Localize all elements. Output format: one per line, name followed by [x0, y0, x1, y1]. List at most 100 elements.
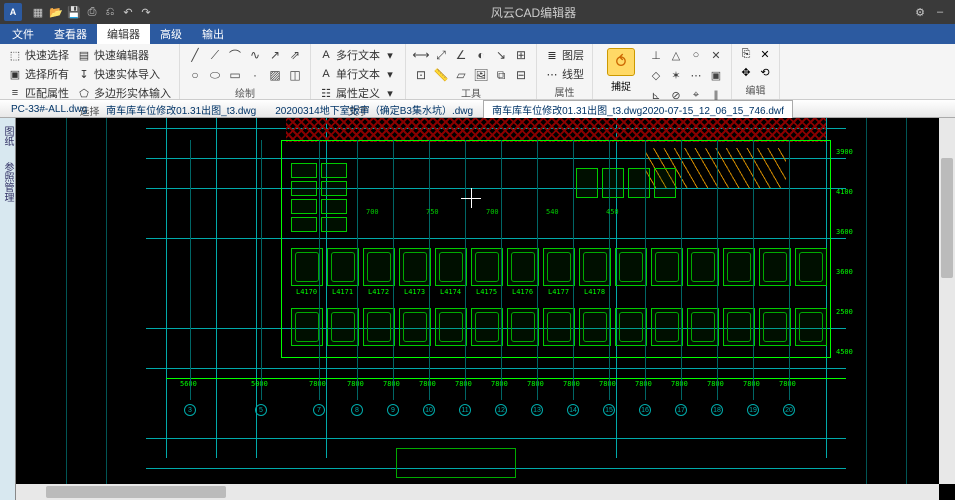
menu-output[interactable]: 输出: [192, 24, 234, 44]
menu-advanced[interactable]: 高级: [150, 24, 192, 44]
rectangle-icon[interactable]: ▭: [226, 66, 244, 84]
snap-int-icon[interactable]: ✶: [667, 66, 685, 84]
snap-button[interactable]: ⥀ 捕捉: [599, 46, 643, 95]
mtext-button[interactable]: A多行文本▾: [317, 46, 399, 64]
stext-button[interactable]: A单行文本▾: [317, 65, 399, 83]
insert-icon[interactable]: ⊡: [412, 66, 430, 84]
scrollbar-thumb[interactable]: [941, 158, 953, 278]
edit-icon: ▤: [77, 48, 91, 62]
group-label: 属性: [543, 83, 586, 99]
dim-linear-icon[interactable]: ⟷: [412, 46, 430, 64]
snap-cen-icon[interactable]: ○: [687, 46, 705, 64]
snap-mid-icon[interactable]: △: [667, 46, 685, 64]
mtext-icon: A: [319, 48, 333, 62]
undo-icon[interactable]: ↶: [120, 4, 136, 20]
snap-grid: ⊥ △ ○ ✕ ◇ ✶ ⋯ ▣ ⊾ ⊘ ⌖ ∥: [647, 46, 725, 104]
file-tab[interactable]: PC-33#-ALL.dwg: [2, 102, 96, 116]
file-tab[interactable]: 南车库车位修改01.31出图_t3.dwg: [97, 100, 265, 118]
snap-ext-icon[interactable]: ⋯: [687, 66, 705, 84]
rotate-icon[interactable]: ⟲: [757, 64, 773, 80]
axis-bubble: 20: [783, 404, 795, 416]
new-file-icon[interactable]: ▦: [30, 4, 46, 20]
quick-import-button[interactable]: ↧快速实体导入: [75, 65, 173, 83]
area-icon[interactable]: ▱: [452, 66, 470, 84]
file-tab[interactable]: 20200314地下室报审（确定B3集水坑）.dwg: [266, 100, 482, 118]
side-palette: 图纸 参照管理: [0, 118, 16, 500]
ellipse-icon[interactable]: ⬭: [206, 66, 224, 84]
drawing-canvas[interactable]: L4170L4171L4172L4173L4174L4175L4176L4177…: [16, 118, 955, 500]
snap-ins-icon[interactable]: ▣: [707, 66, 725, 84]
copy-icon[interactable]: ⎘: [738, 46, 754, 62]
linetype-icon: ⋯: [545, 67, 559, 81]
menu-viewer[interactable]: 查看器: [44, 24, 97, 44]
snap-quad-icon[interactable]: ◇: [647, 66, 665, 84]
scrollbar-vertical[interactable]: [939, 118, 955, 484]
match-props-button[interactable]: ≡匹配属性: [6, 84, 71, 102]
menu-file[interactable]: 文件: [2, 24, 44, 44]
xref-icon[interactable]: ⧉: [492, 66, 510, 84]
dim-angular-icon[interactable]: ∠: [452, 46, 470, 64]
redo-icon[interactable]: ↷: [138, 4, 154, 20]
snap-node-icon[interactable]: ✕: [707, 46, 725, 64]
layer-button[interactable]: ≣图层: [543, 46, 586, 64]
quick-select-button[interactable]: ⬚快速选择: [6, 46, 71, 64]
point-icon[interactable]: ·: [246, 66, 264, 84]
title-bar: A ▦ 📂 💾 ⎙ ⎌ ↶ ↷ 风云CAD编辑器 ⚙ –: [0, 0, 955, 24]
delete-icon[interactable]: ✕: [757, 46, 773, 62]
select-all-button[interactable]: ▣选择所有: [6, 65, 71, 83]
move-icon[interactable]: ✥: [738, 64, 754, 80]
settings-icon[interactable]: ⚙: [913, 5, 927, 19]
group-label: 工具: [412, 84, 530, 100]
file-tab[interactable]: 南车库车位修改01.31出图_t3.dwg2020-07-15_12_06_15…: [483, 100, 793, 119]
line-icon[interactable]: ╱: [186, 46, 204, 64]
axis-bubble: 9: [387, 404, 399, 416]
side-tab-drawings[interactable]: 图纸: [0, 122, 16, 150]
label: 捕捉: [611, 78, 631, 93]
region-icon[interactable]: ◫: [286, 66, 304, 84]
dim-radius-icon[interactable]: ◐: [472, 46, 490, 64]
hatch-icon[interactable]: ▨: [266, 66, 284, 84]
cursor-icon: ⬚: [8, 48, 22, 62]
select-all-icon: ▣: [8, 67, 22, 81]
linetype-button[interactable]: ⋯线型: [543, 65, 586, 83]
label: 快速编辑器: [94, 47, 149, 63]
arc-icon[interactable]: ⌒: [226, 46, 244, 64]
menu-editor[interactable]: 编辑器: [97, 24, 150, 44]
group-icon[interactable]: ⊟: [512, 66, 530, 84]
axis-bubble: 13: [531, 404, 543, 416]
axis-bubble: 16: [639, 404, 651, 416]
ray-icon[interactable]: ↗: [266, 46, 284, 64]
circle-icon[interactable]: ○: [186, 66, 204, 84]
print-icon[interactable]: ⎌: [102, 4, 118, 20]
minimize-icon[interactable]: –: [933, 5, 947, 19]
image-icon[interactable]: 🖼: [472, 66, 490, 84]
block-icon[interactable]: ⊞: [512, 46, 530, 64]
app-title: 风云CAD编辑器: [154, 4, 913, 21]
measure-icon[interactable]: 📏: [432, 66, 450, 84]
label: 图层: [562, 47, 584, 63]
quick-editor-button[interactable]: ▤快速编辑器: [75, 46, 173, 64]
side-tab-refs[interactable]: 参照管理: [0, 158, 16, 206]
spline-icon[interactable]: ∿: [246, 46, 264, 64]
tools-grid: ⟷ ⤢ ∠ ◐ ↘ ⊞ ⊡ 📏 ▱ 🖼 ⧉ ⊟: [412, 46, 530, 84]
label: 多行文本: [336, 47, 380, 63]
leader-icon[interactable]: ↘: [492, 46, 510, 64]
group-label: 编辑: [738, 81, 773, 97]
save-all-icon[interactable]: ⎙: [84, 4, 100, 20]
snap-end-icon[interactable]: ⊥: [647, 46, 665, 64]
label: 单行文本: [336, 66, 380, 82]
polygon-icon: ⬠: [77, 86, 91, 100]
ribbon-group-snap: ⥀ 捕捉 ⊥ △ ○ ✕ ◇ ✶ ⋯ ▣ ⊾ ⊘ ⌖ ∥ 捕捉: [593, 44, 732, 99]
save-icon[interactable]: 💾: [66, 4, 82, 20]
scrollbar-thumb[interactable]: [46, 486, 226, 498]
xline-icon[interactable]: ⇗: [286, 46, 304, 64]
label: 线型: [562, 66, 584, 82]
polyline-icon[interactable]: ⟋: [206, 46, 224, 64]
open-file-icon[interactable]: 📂: [48, 4, 64, 20]
axis-bubble: 12: [495, 404, 507, 416]
scrollbar-horizontal[interactable]: [16, 484, 939, 500]
axis-bubble: 8: [351, 404, 363, 416]
ribbon-group-select: ⬚快速选择 ▣选择所有 ≡匹配属性 ▤快速编辑器 ↧快速实体导入 ⬠多边形实体输…: [0, 44, 180, 99]
dim-aligned-icon[interactable]: ⤢: [432, 46, 450, 64]
axis-bubble: 3: [184, 404, 196, 416]
